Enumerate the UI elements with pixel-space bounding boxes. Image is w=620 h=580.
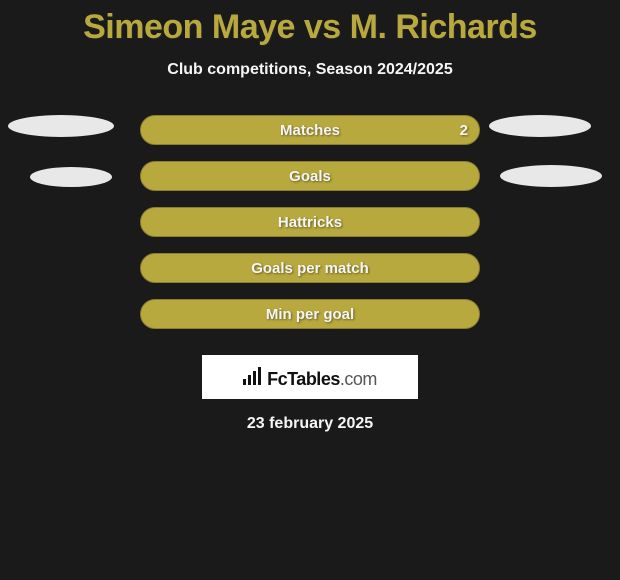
- logo-inner: FcTables.com: [243, 365, 377, 390]
- footer-date: 23 february 2025: [0, 415, 620, 433]
- bar-value: 2: [460, 115, 468, 145]
- bar-label: Matches: [140, 115, 480, 145]
- chart-row: Min per goal: [0, 291, 620, 337]
- comparison-chart: Matches 2 Goals Hattricks Goals per matc…: [0, 107, 620, 337]
- bar-label: Goals per match: [140, 253, 480, 283]
- bar-goals: Goals: [140, 161, 480, 191]
- logo-brand: FcTables: [267, 369, 340, 389]
- bar-matches: Matches 2: [140, 115, 480, 145]
- bar-label: Min per goal: [140, 299, 480, 329]
- fctables-logo: FcTables.com: [202, 355, 418, 399]
- chart-row: Hattricks: [0, 199, 620, 245]
- chart-row: Goals per match: [0, 245, 620, 291]
- chart-row: Matches 2: [0, 107, 620, 153]
- subtitle: Club competitions, Season 2024/2025: [0, 61, 620, 79]
- bar-hattricks: Hattricks: [140, 207, 480, 237]
- bar-min-per-goal: Min per goal: [140, 299, 480, 329]
- bar-label: Hattricks: [140, 207, 480, 237]
- bar-label: Goals: [140, 161, 480, 191]
- logo-suffix: .com: [340, 369, 377, 389]
- bar-goals-per-match: Goals per match: [140, 253, 480, 283]
- logo-text: FcTables.com: [267, 369, 377, 390]
- page-title: Simeon Maye vs M. Richards: [0, 0, 620, 47]
- chart-row: Goals: [0, 153, 620, 199]
- logo-bars-icon: [243, 365, 261, 385]
